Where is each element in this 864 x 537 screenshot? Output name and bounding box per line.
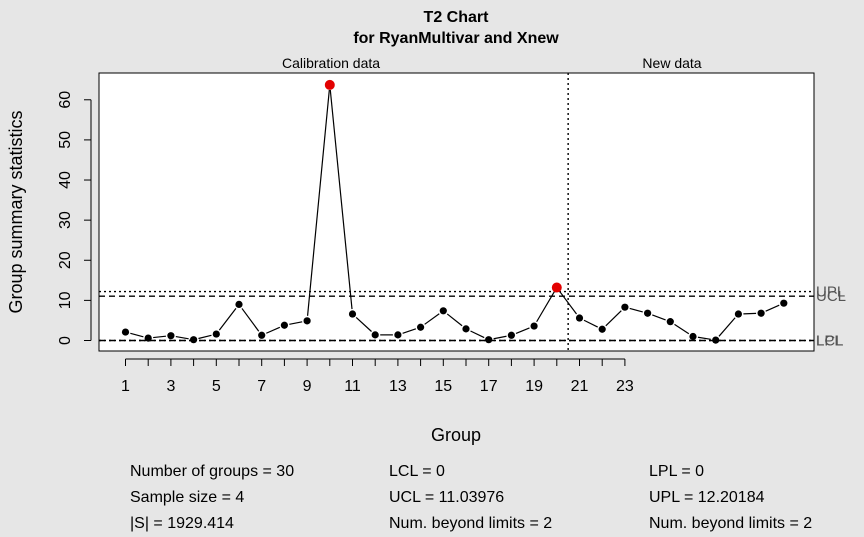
x-tick-label-7: 7 xyxy=(257,378,266,395)
data-point-5 xyxy=(213,330,220,337)
x-tick-label-13: 13 xyxy=(389,378,407,395)
data-point-21 xyxy=(576,314,583,321)
y-tick-label-50: 50 xyxy=(57,131,74,149)
data-point-beyond-20 xyxy=(552,283,562,293)
section-label-calibration: Calibration data xyxy=(282,55,380,71)
section-label-new: New data xyxy=(642,55,701,71)
data-point-6 xyxy=(235,301,242,308)
limit-label-lcl: LCL xyxy=(816,333,844,350)
data-point-27 xyxy=(712,336,719,343)
y-tick-label-10: 10 xyxy=(57,291,74,309)
stats-column-3: LPL = 0 UPL = 12.20184 Num. beyond limit… xyxy=(649,459,812,537)
x-tick-label-1: 1 xyxy=(121,378,130,395)
limit-label-ucl: UCL xyxy=(816,288,846,305)
data-point-23 xyxy=(621,304,628,311)
data-point-16 xyxy=(462,325,469,332)
y-tick-label-20: 20 xyxy=(57,251,74,269)
x-axis-label: Group xyxy=(431,425,481,445)
data-point-18 xyxy=(508,332,515,339)
x-tick-label-21: 21 xyxy=(571,378,589,395)
x-tick-label-19: 19 xyxy=(525,378,543,395)
data-point-8 xyxy=(281,322,288,329)
chart-title: T2 Chart xyxy=(424,9,490,26)
data-point-26 xyxy=(689,333,696,340)
stat-lcl: LCL = 0 xyxy=(389,459,552,485)
data-point-15 xyxy=(440,307,447,314)
stat-ucl: UCL = 11.03976 xyxy=(389,485,552,511)
plot-area xyxy=(99,73,814,351)
data-point-2 xyxy=(145,334,152,341)
y-tick-label-40: 40 xyxy=(57,171,74,189)
stat-lpl: LPL = 0 xyxy=(649,459,812,485)
x-tick-label-5: 5 xyxy=(212,378,221,395)
data-point-4 xyxy=(190,336,197,343)
data-point-12 xyxy=(372,331,379,338)
data-point-13 xyxy=(394,331,401,338)
data-point-14 xyxy=(417,324,424,331)
y-axis-label: Group summary statistics xyxy=(6,110,26,313)
stat-beyond-probability-limits: Num. beyond limits = 2 xyxy=(649,511,812,537)
stats-column-2: LCL = 0 UCL = 11.03976 Num. beyond limit… xyxy=(389,459,552,537)
stats-column-1: Number of groups = 30 Sample size = 4 |S… xyxy=(130,459,294,537)
data-point-11 xyxy=(349,310,356,317)
data-point-30 xyxy=(780,300,787,307)
y-tick-label-0: 0 xyxy=(57,336,74,345)
x-tick-label-11: 11 xyxy=(344,378,361,395)
stat-upl: UPL = 12.20184 xyxy=(649,485,812,511)
chart-subtitle: for RyanMultivar and Xnew xyxy=(353,30,559,47)
data-point-1 xyxy=(122,328,129,335)
x-tick-label-15: 15 xyxy=(434,378,452,395)
data-point-3 xyxy=(167,332,174,339)
data-point-25 xyxy=(667,318,674,325)
stat-number-of-groups: Number of groups = 30 xyxy=(130,459,294,485)
data-point-29 xyxy=(758,310,765,317)
x-tick-label-17: 17 xyxy=(480,378,498,395)
data-point-beyond-10 xyxy=(325,80,335,90)
data-point-19 xyxy=(531,322,538,329)
y-tick-label-60: 60 xyxy=(57,91,74,109)
x-tick-label-9: 9 xyxy=(303,378,312,395)
data-point-22 xyxy=(599,326,606,333)
stat-sample-size: Sample size = 4 xyxy=(130,485,294,511)
data-point-17 xyxy=(485,336,492,343)
stat-determinant: |S| = 1929.414 xyxy=(130,511,294,537)
data-point-28 xyxy=(735,310,742,317)
data-point-7 xyxy=(258,332,265,339)
stat-beyond-control-limits: Num. beyond limits = 2 xyxy=(389,511,552,537)
y-tick-label-30: 30 xyxy=(57,211,74,229)
data-point-9 xyxy=(304,317,311,324)
x-tick-label-3: 3 xyxy=(166,378,175,395)
x-tick-label-23: 23 xyxy=(616,378,634,395)
data-point-24 xyxy=(644,310,651,317)
